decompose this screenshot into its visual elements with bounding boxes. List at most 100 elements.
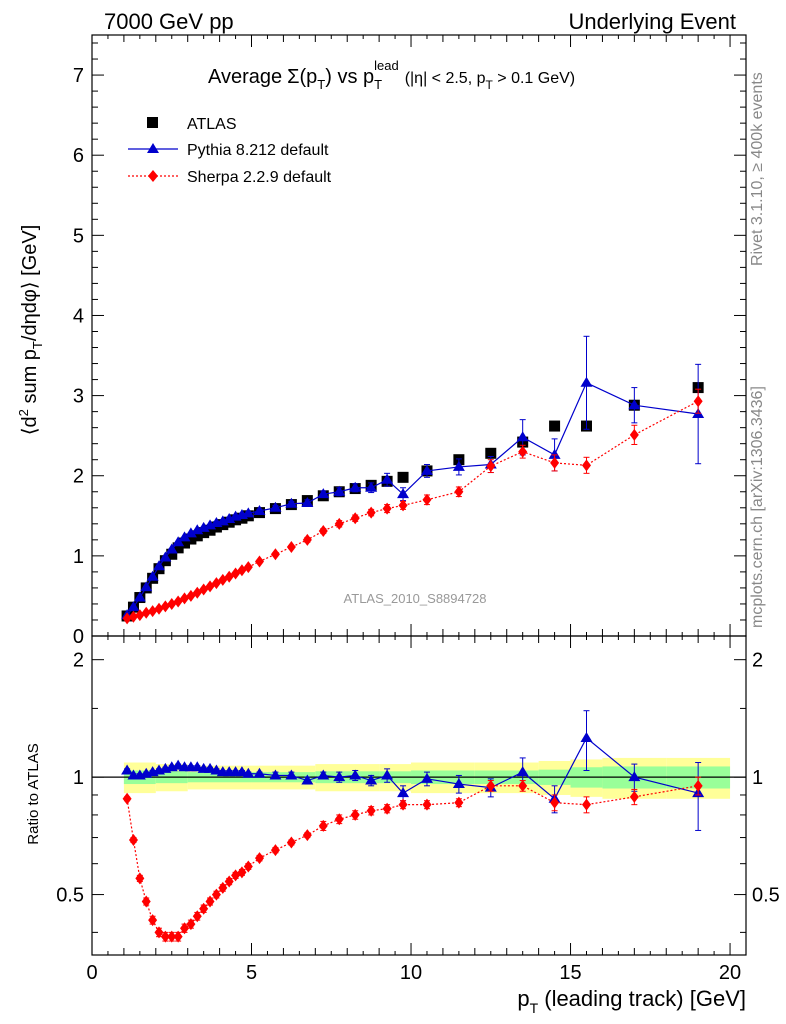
- data-point-pythia: [140, 581, 153, 592]
- data-point-sherpa: [550, 456, 560, 469]
- data-point-pythia: [397, 488, 410, 499]
- data-point-sherpa: [318, 525, 328, 538]
- data-point-pythia: [127, 601, 140, 612]
- data-point-pythia: [184, 527, 197, 538]
- data-point-pythia: [349, 481, 362, 492]
- legend-marker-sherpa: [148, 170, 158, 182]
- y-tick-label: 5: [73, 225, 84, 247]
- data-point-atlas: [185, 533, 197, 545]
- header-right: Underlying Event: [568, 9, 736, 34]
- series-line-sherpa: [126, 785, 699, 938]
- data-point-sherpa: [243, 860, 253, 873]
- data-point-sherpa: [167, 597, 177, 610]
- data-point-atlas: [204, 524, 216, 536]
- data-point-sherpa: [148, 914, 158, 927]
- data-point-pythia: [420, 464, 433, 475]
- x-tick-label: 0: [86, 962, 97, 984]
- data-point-sherpa: [581, 798, 591, 811]
- ratio-y-tick-label-left: 1: [73, 767, 84, 789]
- data-point-sherpa: [398, 798, 408, 811]
- data-point-sherpa: [581, 459, 591, 472]
- data-point-sherpa: [224, 875, 234, 888]
- data-point-sherpa: [334, 517, 344, 530]
- data-point-sherpa: [518, 445, 528, 458]
- data-point-sherpa: [135, 609, 145, 622]
- legend: ATLAS Pythia 8.212 default Sherpa 2.2.9 …: [128, 116, 332, 186]
- legend-label-sherpa: Sherpa 2.2.9 default: [187, 169, 332, 186]
- data-point-sherpa: [237, 866, 247, 879]
- data-point-sherpa: [128, 833, 138, 846]
- ratio-y-tick-label-right: 2: [752, 650, 763, 672]
- data-point-pythia: [159, 551, 172, 562]
- data-point-sherpa: [180, 922, 190, 935]
- data-point-pythia: [301, 496, 314, 507]
- axes: 0 5 10 15 20 0 1 2 3 4 5 6 7 0.5 0.5 1 1 2 2: [56, 34, 780, 984]
- data-point-sherpa: [154, 926, 164, 939]
- data-point-atlas: [485, 447, 497, 459]
- rivet-label: Rivet 3.1.10, ≥ 400k events: [749, 72, 766, 266]
- data-point-sherpa: [160, 600, 170, 613]
- data-point-sherpa: [302, 829, 312, 842]
- legend-label-atlas: ATLAS: [187, 116, 237, 133]
- data-point-sherpa: [422, 798, 432, 811]
- data-point-sherpa: [199, 902, 209, 915]
- data-point-pythia: [548, 448, 561, 459]
- data-point-sherpa: [454, 796, 464, 809]
- data-point-sherpa: [350, 512, 360, 525]
- data-point-sherpa: [270, 844, 280, 857]
- y-tick-label: 1: [73, 546, 84, 568]
- x-tick-label: 5: [246, 962, 257, 984]
- ratio-y-tick-label-right: 1: [752, 767, 763, 789]
- data-point-sherpa: [486, 460, 496, 473]
- ratio-y-tick-label-right: 0.5: [752, 885, 780, 907]
- data-point-sherpa: [205, 895, 215, 908]
- data-point-pythia: [580, 376, 593, 387]
- data-point-sherpa: [141, 895, 151, 908]
- data-point-pythia: [317, 769, 330, 780]
- series-pythia: [121, 335, 705, 620]
- data-point-pythia: [381, 473, 394, 484]
- data-point-sherpa: [141, 606, 151, 619]
- main-ylabel: ⟨d2 sum pT/dηdφ⟩ [GeV]: [16, 225, 45, 436]
- data-point-pythia: [349, 769, 362, 780]
- data-point-sherpa: [366, 506, 376, 519]
- data-point-pythia: [381, 769, 394, 780]
- data-point-atlas: [166, 548, 178, 560]
- data-point-pythia: [253, 767, 266, 778]
- data-point-sherpa: [398, 499, 408, 512]
- ratio-ylabel: Ratio to ATLAS: [25, 743, 42, 844]
- data-point-sherpa: [218, 881, 228, 894]
- legend-marker-atlas: [147, 117, 158, 128]
- data-point-sherpa: [186, 918, 196, 931]
- data-point-pythia: [285, 769, 298, 780]
- y-tick-label: 4: [73, 305, 84, 327]
- data-point-atlas: [210, 521, 222, 533]
- x-tick-label: 10: [400, 962, 422, 984]
- series-sherpa: [122, 776, 703, 943]
- data-point-sherpa: [192, 910, 202, 923]
- data-point-pythia: [269, 769, 282, 780]
- data-point-atlas: [549, 420, 561, 432]
- y-tick-label: 0: [73, 626, 84, 648]
- mcplots-label: mcplots.cern.ch [arXiv:1306.3436]: [749, 386, 766, 628]
- data-point-sherpa: [366, 804, 376, 817]
- data-point-sherpa: [148, 605, 158, 618]
- data-point-pythia: [628, 771, 641, 782]
- data-point-atlas: [179, 537, 191, 549]
- data-point-sherpa: [160, 930, 170, 943]
- data-point-atlas: [397, 471, 409, 483]
- data-point-sherpa: [286, 836, 296, 849]
- y-tick-label: 7: [73, 65, 84, 87]
- ratio-series: [121, 710, 705, 943]
- analysis-watermark: ATLAS_2010_S8894728: [344, 591, 487, 606]
- data-point-sherpa: [286, 541, 296, 554]
- data-point-pythia: [516, 431, 529, 442]
- data-point-sherpa: [629, 428, 639, 441]
- header-left: 7000 GeV pp: [104, 9, 234, 34]
- main-series: [121, 335, 705, 625]
- data-point-pythia: [253, 504, 266, 515]
- data-point-sherpa: [486, 779, 496, 792]
- data-point-sherpa: [180, 592, 190, 605]
- data-point-pythia: [420, 772, 433, 783]
